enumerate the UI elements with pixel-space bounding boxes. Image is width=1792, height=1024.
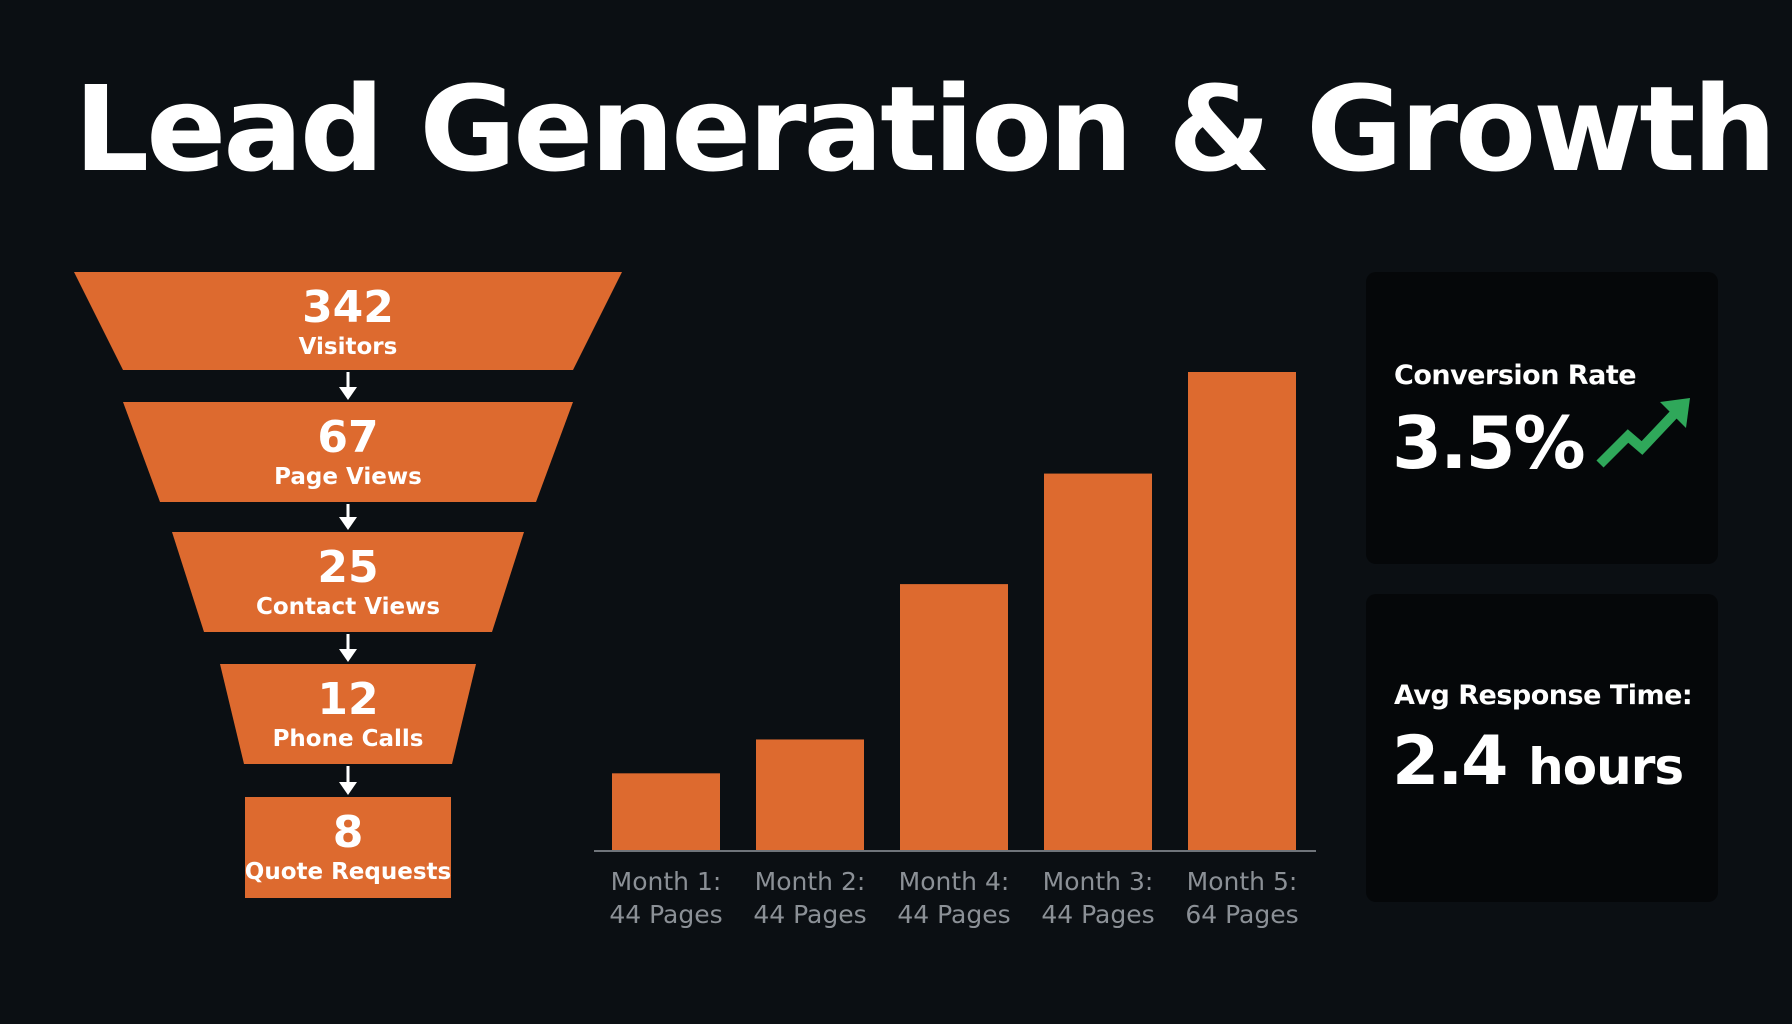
response-time-card: Avg Response Time: 2.4 hours: [1366, 594, 1718, 902]
funnel-stage-value: 12: [317, 674, 378, 725]
funnel-stage-value: 8: [333, 807, 364, 858]
bar-3: [900, 584, 1008, 850]
funnel-stage-label: Visitors: [299, 334, 398, 360]
response-time-value: 2.4 hours: [1392, 728, 1684, 796]
funnel-stage-label: Phone Calls: [273, 726, 424, 752]
funnel-stage-3: [172, 532, 524, 632]
bar-1: [612, 773, 720, 850]
trend-up-icon: [1596, 398, 1690, 468]
response-time-number: 2.4: [1392, 722, 1508, 801]
x-tick-label: Month 3: 44 Pages: [1041, 867, 1154, 929]
conversion-rate-card: Conversion Rate 3.5%: [1366, 272, 1718, 564]
funnel-stage-value: 342: [302, 282, 394, 333]
conversion-rate-label: Conversion Rate: [1394, 360, 1637, 391]
funnel-stage-value: 25: [317, 542, 378, 593]
response-time-label: Avg Response Time:: [1394, 680, 1693, 711]
conversion-rate-value: 3.5%: [1392, 401, 1586, 485]
x-tick-label: Month 5: 64 Pages: [1185, 867, 1298, 929]
funnel-stage-4: [220, 664, 476, 764]
funnel-stage-label: Quote Requests: [245, 859, 451, 885]
funnel-stage-value: 67: [317, 412, 378, 463]
page-title: Lead Generation & Growth: [74, 60, 1777, 198]
bar-5: [1188, 372, 1296, 850]
funnel-stage-label: Contact Views: [256, 594, 440, 620]
funnel-arrow-icon: [339, 372, 357, 400]
bar-2: [756, 739, 864, 850]
funnel-stage-2: [123, 402, 573, 502]
funnel-arrow-icon: [339, 504, 357, 530]
x-tick-label: Month 1: 44 Pages: [609, 867, 722, 929]
funnel-stage-1: [74, 272, 622, 370]
bar-4: [1044, 473, 1152, 850]
x-tick-label: Month 4: 44 Pages: [897, 867, 1010, 929]
funnel-stage-label: Page Views: [274, 464, 422, 490]
funnel-arrow-icon: [339, 766, 357, 795]
response-time-unit: hours: [1528, 738, 1684, 796]
x-tick-label: Month 2: 44 Pages: [753, 867, 866, 929]
funnel-arrow-icon: [339, 634, 357, 662]
funnel-stage-5: [245, 797, 451, 898]
